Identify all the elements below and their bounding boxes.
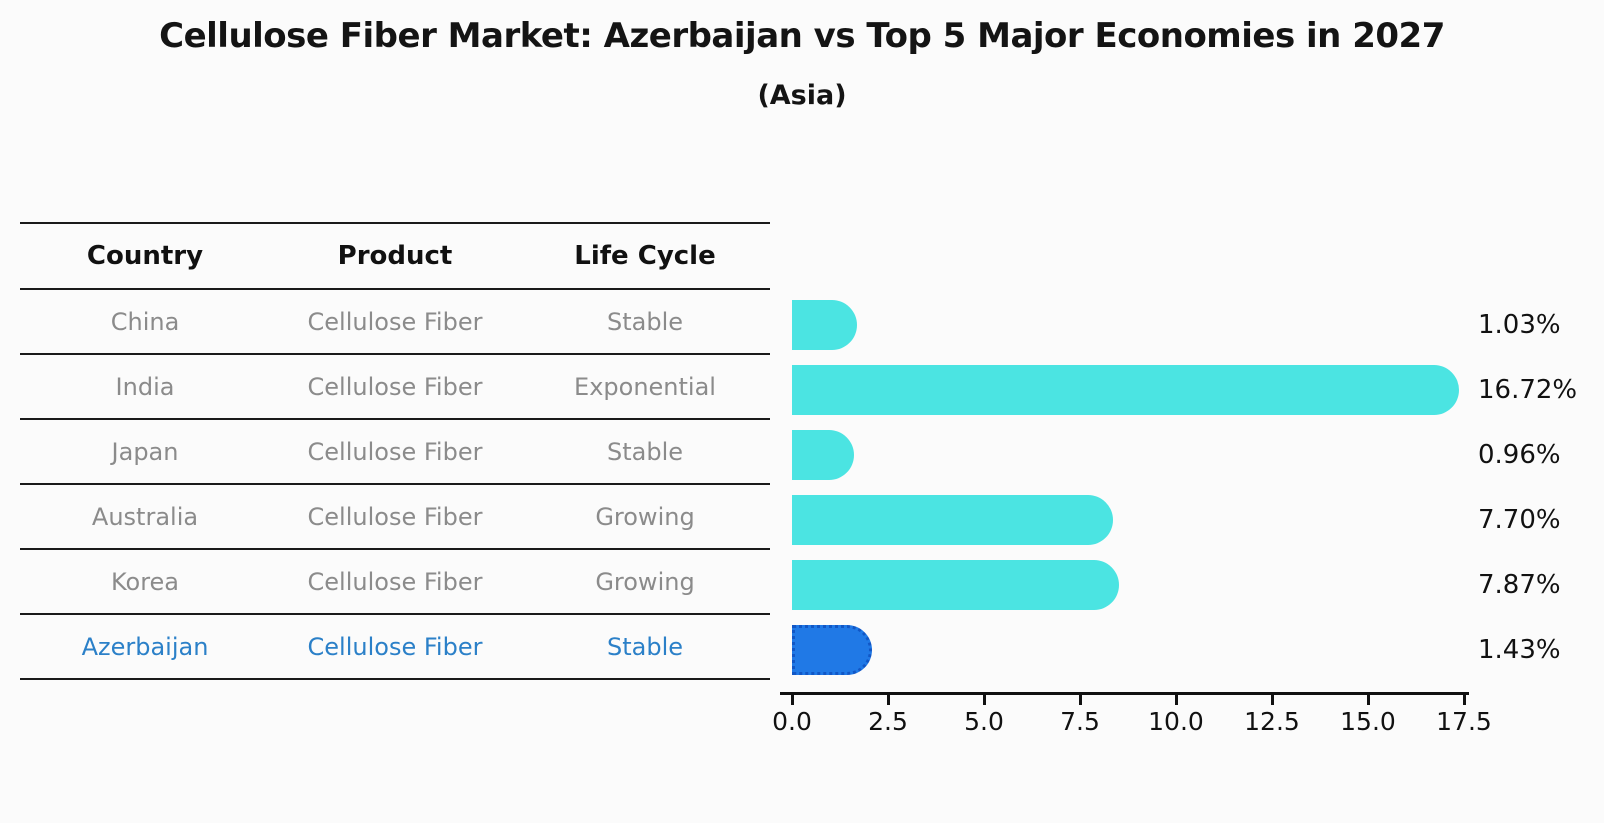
table-row-korea: Korea Cellulose Fiber Growing [20,550,770,615]
header-country: Country [86,241,204,271]
cell-life-cycle: Stable [606,632,684,661]
bar-australia [792,495,1113,545]
bar-korea [792,560,1120,610]
chart-title: Cellulose Fiber Market: Azerbaijan vs To… [159,16,1445,56]
x-axis-line [780,692,1469,695]
cell-country: Azerbaijan [81,632,209,661]
table-row-australia: Australia Cellulose Fiber Growing [20,485,770,550]
tick-label: 7.5 [1060,707,1100,736]
cell-product: Cellulose Fiber [307,567,483,596]
bar-china [792,300,857,350]
bar-japan [792,430,854,480]
cell-life-cycle: Exponential [574,372,716,401]
cell-country: Korea [110,567,180,596]
cell-product: Cellulose Fiber [307,437,483,466]
header-product: Product [337,241,453,271]
cell-country: Japan [111,437,179,466]
tick-mark [1079,695,1082,705]
cell-product: Cellulose Fiber [307,502,483,531]
cell-life-cycle: Growing [595,502,695,531]
cell-life-cycle: Stable [606,437,684,466]
cell-life-cycle: Stable [606,307,684,336]
cell-product: Cellulose Fiber [307,632,483,661]
cell-country: India [115,372,175,401]
tick-label: 17.5 [1436,707,1492,736]
cell-life-cycle: Growing [595,567,695,596]
value-label-azerbaijan: 1.43% [1478,635,1561,665]
value-label-china: 1.03% [1478,310,1561,340]
tick-mark [791,695,794,705]
tick-label: 10.0 [1148,707,1204,736]
table-header-row: Country Product Life Cycle [20,224,770,290]
cell-product: Cellulose Fiber [307,307,483,336]
tick-label: 15.0 [1340,707,1396,736]
cell-product: Cellulose Fiber [307,372,483,401]
table-row-china: China Cellulose Fiber Stable [20,290,770,355]
tick-mark [1463,695,1466,705]
tick-mark [1367,695,1370,705]
tick-mark [1175,695,1178,705]
tick-label: 12.5 [1244,707,1300,736]
value-label-india: 16.72% [1478,375,1578,405]
cell-country: Australia [91,502,199,531]
value-label-australia: 7.70% [1478,505,1561,535]
table-row-azerbaijan: Azerbaijan Cellulose Fiber Stable [20,615,770,680]
cell-country: China [110,307,180,336]
table-row-japan: Japan Cellulose Fiber Stable [20,420,770,485]
value-label-japan: 0.96% [1478,440,1561,470]
tick-mark [983,695,986,705]
table-row-india: India Cellulose Fiber Exponential [20,355,770,420]
country-table: Country Product Life Cycle China Cellulo… [20,222,770,680]
bar-india [792,365,1459,415]
bar-azerbaijan [792,625,872,675]
tick-label: 5.0 [964,707,1004,736]
chart-subtitle: (Asia) [757,80,847,111]
value-label-korea: 7.87% [1478,570,1561,600]
tick-label: 0.0 [772,707,812,736]
tick-label: 2.5 [868,707,908,736]
tick-mark [1271,695,1274,705]
header-life-cycle: Life Cycle [574,241,716,271]
tick-mark [887,695,890,705]
